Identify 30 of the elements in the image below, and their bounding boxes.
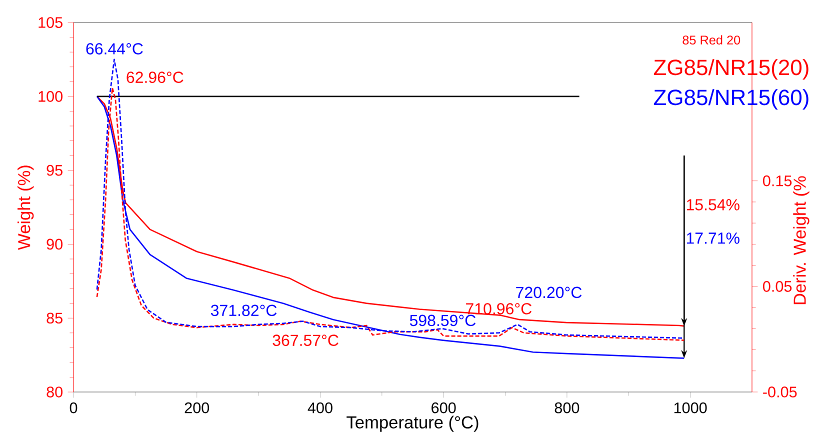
y2-tick-label: 0.05: [763, 280, 792, 292]
x-tick-label: 800: [554, 402, 580, 414]
x-tick-label: 1000: [674, 402, 707, 414]
x-tick-label: 400: [308, 402, 332, 414]
y2-axis-title: Deriv. Weight (%: [793, 176, 810, 304]
annotation: 62.96°C: [126, 72, 184, 83]
x-tick-label: 0: [70, 402, 78, 414]
x-tick-label: 600: [432, 402, 456, 414]
y-tick-label: 80: [46, 386, 63, 398]
annotation: 15.54%: [686, 199, 740, 210]
y-tick-label: 95: [46, 164, 62, 176]
annotation: 17.71%: [686, 232, 740, 244]
y2-tick-label: -0.05: [763, 386, 797, 398]
x-axis-title: Temperature (°C): [346, 416, 478, 432]
text: ZG85/NR15(60): [654, 89, 808, 110]
annotation: 371.82°C: [210, 304, 277, 316]
annotation: 66.44°C: [86, 43, 143, 54]
annotation: 710.96°C: [466, 303, 532, 314]
text: ZG85/NR15(20): [654, 59, 808, 80]
y-tick-label: 90: [46, 238, 63, 250]
annotation: 720.20°C: [516, 286, 582, 298]
y-tick-label: 85: [46, 312, 62, 324]
annotation: 85 Red 20: [682, 35, 740, 45]
annotation: 367.57°C: [272, 334, 338, 346]
y-axis-title: Weight (%): [18, 166, 34, 250]
y-tick-label: 100: [38, 90, 63, 102]
y-tick-label: 105: [38, 17, 62, 28]
annotation: 598.59°C: [410, 314, 476, 326]
x-tick-label: 200: [184, 402, 210, 414]
y2-tick-label: 0.15: [763, 175, 792, 186]
